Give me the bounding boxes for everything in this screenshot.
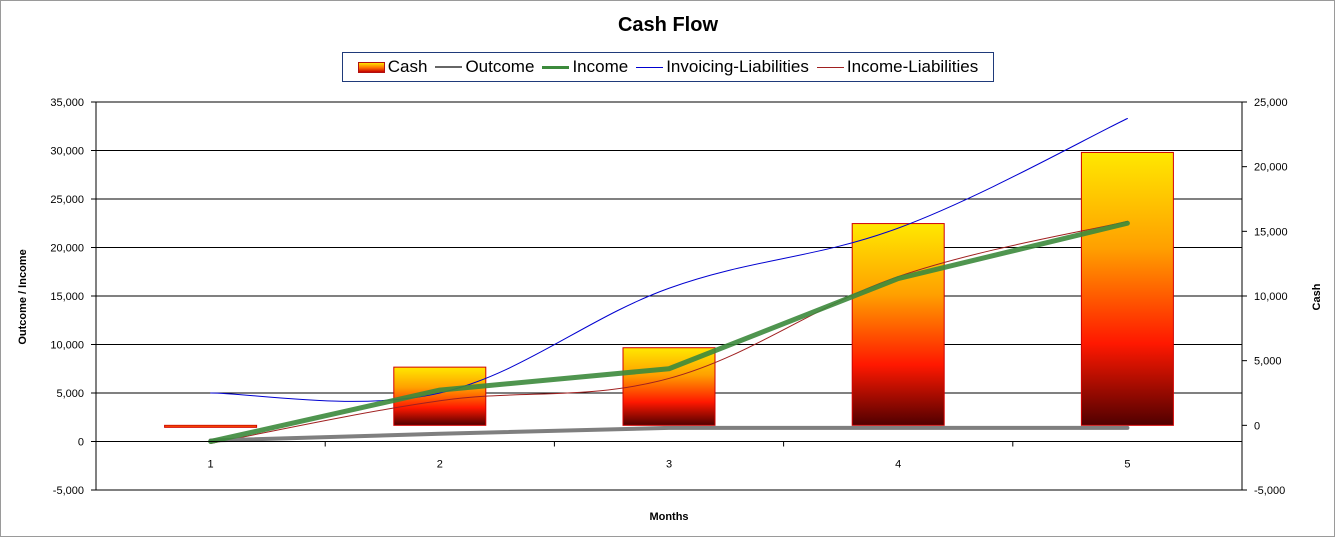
y-tick-label-left: 30,000 [50, 146, 84, 158]
legend: Cash Outcome Income Invoicing-Liabilitie… [342, 52, 994, 82]
x-tick-label: 2 [437, 459, 443, 471]
x-tick-label: 5 [1124, 459, 1130, 471]
legend-item-income: Income [542, 57, 628, 77]
line-income [208, 220, 1130, 444]
bar-cash [851, 223, 945, 426]
legend-item-cash: Cash [357, 57, 428, 77]
legend-swatch-outcome [435, 66, 463, 68]
legend-label-income: Income [572, 57, 629, 76]
y-tick-label-left: -5,000 [53, 485, 84, 497]
y-tick-label-left: 15,000 [50, 291, 84, 303]
bar-cash [622, 347, 716, 426]
y-tick-label-left: 35,000 [50, 97, 84, 109]
bar-cash [1080, 151, 1174, 426]
y-tick-label-left: 25,000 [50, 194, 84, 206]
legend-label-invoicing-liabilities: Invoicing-Liabilities [666, 57, 809, 76]
legend-swatch-invoicing-liabilities [636, 66, 664, 68]
y-tick-label-right: 10,000 [1254, 291, 1288, 303]
legend-label-outcome: Outcome [465, 57, 535, 76]
y-tick-label-left: 5,000 [56, 388, 84, 400]
legend-item-invoicing-liabilities: Invoicing-Liabilities [636, 57, 809, 77]
line-invoicing-liabilities [210, 117, 1128, 402]
y-tick-label-right: 15,000 [1254, 226, 1288, 238]
y-tick-label-right: 0 [1254, 420, 1260, 432]
line-outcome [208, 425, 1130, 443]
legend-item-income-liabilities: Income-Liabilities [816, 57, 979, 77]
bar-cash [164, 424, 258, 428]
legend-label-income-liabilities: Income-Liabilities [846, 57, 979, 76]
legend-swatch-cash [357, 61, 385, 73]
y-tick-label-right: -5,000 [1254, 485, 1285, 497]
legend-swatch-income [542, 65, 570, 69]
y-tick-label-right: 20,000 [1254, 162, 1288, 174]
x-tick-label: 1 [208, 459, 214, 471]
x-axis-title: Months [649, 511, 688, 523]
x-tick-label: 4 [895, 459, 901, 471]
line-income-liabilities [210, 220, 1128, 444]
y-axis-title-right: Cash [1311, 283, 1323, 310]
y-tick-label-right: 5,000 [1254, 356, 1282, 368]
legend-label-cash: Cash [387, 57, 428, 76]
y-tick-label-right: 25,000 [1254, 97, 1288, 109]
y-tick-label-left: 10,000 [50, 340, 84, 352]
chart-title: Cash Flow [617, 14, 718, 36]
y-axis-title-left: Outcome / Income [17, 249, 29, 344]
legend-swatch-income-liabilities [816, 66, 844, 68]
legend-item-outcome: Outcome [435, 57, 534, 77]
y-tick-label-left: 0 [78, 437, 84, 449]
x-tick-label: 3 [666, 459, 672, 471]
y-tick-label-left: 20,000 [50, 243, 84, 255]
